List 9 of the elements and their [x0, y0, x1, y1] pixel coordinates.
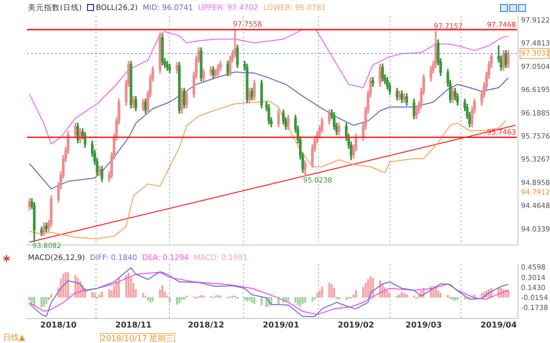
- text: 2018/10/17 星期三: [100, 333, 175, 343]
- x-tick-label: 2019/04: [480, 320, 518, 330]
- x-tick-label: 2018/11: [115, 320, 152, 330]
- x-tick-label: 2019/03: [406, 320, 442, 330]
- x-tick-label: 2019/01: [262, 320, 300, 330]
- text: 日线▲: [3, 333, 26, 343]
- x-tick-label: 2019/02: [338, 320, 374, 330]
- x-tick-label: 2018/10: [40, 320, 78, 330]
- x-tick-label: 2018/12: [188, 320, 224, 330]
